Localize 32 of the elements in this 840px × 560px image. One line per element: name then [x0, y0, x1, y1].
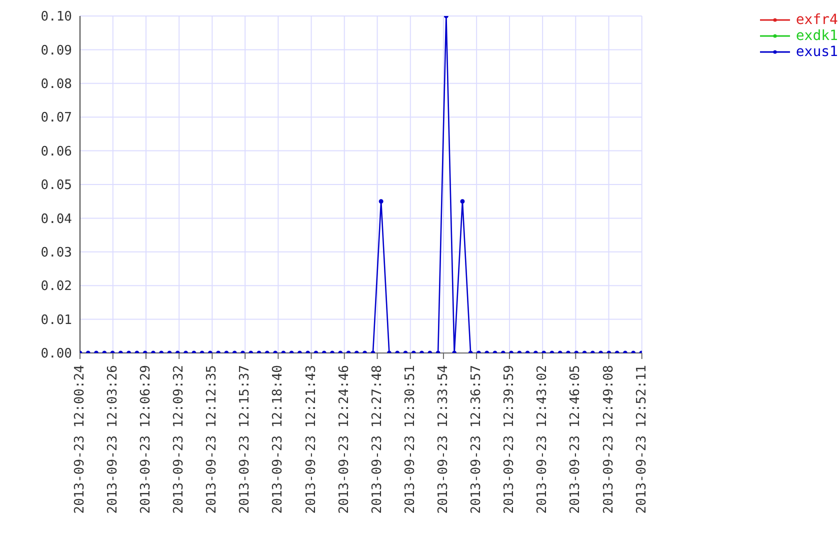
- x-tick-label: 2013-09-23 12:52:11: [634, 365, 650, 514]
- y-tick-label: 0.10: [40, 10, 72, 25]
- legend-label: exfr4: [796, 12, 838, 28]
- x-tick-label: 2013-09-23 12:06:29: [138, 365, 154, 514]
- x-tick-label: 2013-09-23 12:18:40: [270, 365, 286, 514]
- x-tick-label: 2013-09-23 12:33:54: [436, 364, 451, 514]
- y-tick-label: 0.04: [40, 212, 72, 227]
- x-tick-label: 2013-09-23 12:00:24: [72, 364, 88, 514]
- x-tick-label: 2013-09-23 12:21:43: [304, 365, 319, 514]
- x-tick-label: 2013-09-23 12:27:48: [370, 365, 385, 514]
- y-tick-label: 0.05: [40, 178, 72, 194]
- x-tick-label: 2013-09-23 12:03:26: [105, 365, 120, 514]
- x-tick-label: 2013-09-23 12:39:59: [502, 365, 517, 514]
- y-tick-label: 0.01: [40, 312, 72, 328]
- x-tick-label: 2013-09-23 12:15:37: [238, 365, 253, 514]
- y-tick-label: 0.07: [40, 110, 72, 126]
- x-tick-label: 2013-09-23 12:30:51: [402, 365, 418, 514]
- y-tick-label: 0.08: [40, 77, 72, 92]
- y-tick-label: 0.03: [40, 246, 72, 261]
- y-tick-label: 0.00: [40, 346, 72, 362]
- y-tick-label: 0.02: [40, 279, 72, 294]
- legend-label: exdk1: [796, 28, 838, 44]
- x-tick-label: 2013-09-23 12:43:02: [535, 365, 550, 514]
- x-tick-label: 2013-09-23 12:46:05: [568, 365, 584, 514]
- x-tick-label: 2013-09-23 12:24:46: [336, 365, 352, 514]
- x-tick-label: 2013-09-23 12:09:32: [172, 365, 187, 514]
- y-tick-label: 0.06: [40, 144, 72, 160]
- legend-label: exus1: [796, 44, 838, 60]
- x-tick-label: 2013-09-23 12:49:08: [601, 365, 616, 514]
- x-tick-label: 2013-09-23 12:12:35: [204, 365, 220, 514]
- y-tick-label: 0.09: [40, 43, 72, 58]
- x-tick-label: 2013-09-23 12:36:57: [469, 365, 484, 514]
